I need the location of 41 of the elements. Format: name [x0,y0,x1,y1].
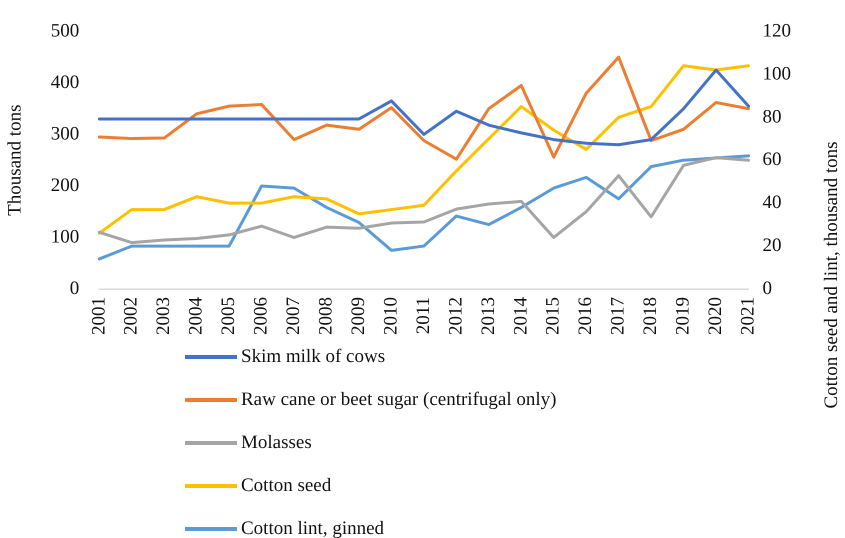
x-tick-label: 2007 [283,297,304,335]
x-tick-label: 2011 [412,297,434,334]
x-tick-label: 2008 [316,297,337,335]
y2-tick-label: 120 [762,20,791,42]
legend-label: Cotton lint, ginned [241,518,384,538]
y-tick-label: 300 [50,123,80,144]
y-tick-label: 0 [70,278,80,299]
x-tick-label: 2010 [380,297,402,335]
legend-label: Raw cane or beet sugar (centrifugal only) [241,388,556,410]
x-tick-label: 2015 [542,297,564,335]
x-tick-label: 2005 [218,297,240,335]
x-tick-label: 2019 [672,297,694,335]
y-tick-label: 100 [50,226,80,248]
y2-tick-label: 100 [762,63,791,84]
x-tick-label: 2017 [608,297,629,335]
y-axis-title: Thousand tons [4,104,26,216]
y2-axis-title: Cotton seed and lint, thousand tons [821,141,843,409]
y2-tick-label: 20 [762,235,782,256]
x-tick-label: 2016 [575,297,596,335]
x-tick-label: 2002 [120,297,142,335]
x-tick-label: 2009 [348,297,369,335]
y2-tick-label: 60 [762,149,782,170]
x-tick-label: 2014 [510,296,532,335]
legend-label: Skim milk of cows [241,346,386,368]
legend-label: Molasses [241,432,312,454]
y-tick-label: 400 [50,72,80,93]
legend-label: Cotton seed [241,474,332,496]
y2-tick-label: 40 [762,192,782,214]
x-tick-label: 2012 [445,297,466,335]
y-tick-label: 200 [50,174,80,196]
x-tick-label: 2001 [88,297,110,335]
y2-tick-label: 0 [762,278,772,299]
x-tick-label: 2020 [705,297,726,335]
y2-tick-label: 80 [762,106,782,128]
x-tick-label: 2006 [250,297,272,335]
x-tick-label: 2013 [478,297,499,335]
x-tick-label: 2003 [153,297,174,335]
x-tick-label: 2004 [186,296,207,335]
x-tick-label: 2018 [640,297,662,335]
y-tick-label: 500 [50,20,80,42]
x-tick-label: 2021 [737,297,758,335]
